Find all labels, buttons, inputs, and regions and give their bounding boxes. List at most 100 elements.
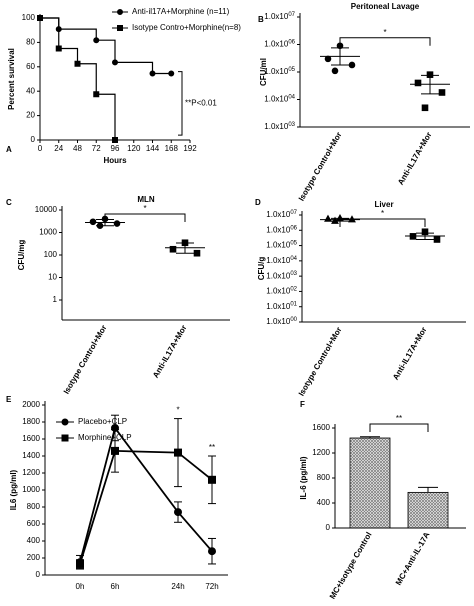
y-tick-label: 1200 [312, 448, 330, 457]
y-tick-label: 0 [36, 570, 41, 579]
y-tick-label: 400 [317, 498, 331, 507]
significance-label: * [383, 28, 386, 37]
x-tick-label: 24h [171, 582, 184, 591]
significance-bracket [339, 218, 426, 227]
x-tick-label: Anti-IL17A+Mor [391, 326, 428, 382]
legend-marker [117, 9, 123, 15]
survival-point [74, 60, 81, 67]
x-tick-label: 120 [127, 144, 141, 153]
y-tick-label: 60 [26, 62, 35, 71]
x-tick-label: Isotype Control+Mor [297, 326, 344, 398]
y-tick-label: 40 [26, 86, 35, 95]
significance-label: * [381, 209, 384, 218]
significance-bracket [104, 213, 186, 222]
series-point [174, 508, 182, 517]
y-tick-label: 2000 [22, 400, 40, 409]
x-axis-label: Hours [103, 156, 127, 165]
y-tick-label: 1800 [22, 417, 40, 426]
y-tick-label: 1000 [39, 228, 57, 237]
y-axis-label: CFU/g [257, 257, 266, 281]
x-tick-label: 72h [205, 582, 218, 591]
data-point [421, 104, 429, 112]
chart-title: Liver [374, 200, 393, 209]
y-tick-label: 100 [44, 250, 58, 259]
legend-label: Isotype Contro+Morphine(n=8) [132, 23, 241, 32]
y-tick-label: 1.0x1003 [264, 122, 295, 132]
data-point [324, 214, 332, 222]
y-tick-label: 600 [27, 519, 41, 528]
bar [407, 491, 449, 529]
data-point [324, 55, 332, 63]
y-tick-label: 1600 [22, 434, 40, 443]
annotation: * [176, 406, 179, 415]
panel-label: B [258, 15, 264, 24]
y-axis-label: IL6 (pg/ml) [9, 469, 18, 510]
survival-point [112, 59, 118, 66]
survival-point [149, 70, 156, 77]
y-tick-label: 0 [31, 135, 36, 144]
survival-point [37, 15, 43, 21]
series-point [208, 547, 216, 556]
x-tick-label: 24 [54, 144, 63, 153]
series-point [208, 475, 216, 484]
y-tick-label: 1.0x1007 [264, 12, 295, 22]
y-tick-label: 10000 [35, 205, 58, 214]
data-point [348, 61, 356, 69]
x-tick-label: 192 [183, 144, 197, 153]
y-tick-label: 1.0x1007 [266, 210, 297, 220]
data-point [193, 249, 201, 257]
significance-bracket [339, 37, 431, 46]
significance-bracket [178, 71, 183, 136]
legend-marker [61, 434, 69, 442]
series-point [111, 446, 119, 455]
annotation: ** [209, 443, 215, 452]
data-point [89, 218, 97, 226]
y-tick-label: 1.0x1005 [266, 240, 297, 250]
survival-point [93, 91, 100, 98]
survival-line [40, 17, 116, 140]
y-tick-label: 800 [27, 502, 41, 511]
y-axis-label: Percent survival [7, 48, 16, 110]
series-point [76, 559, 84, 568]
data-point [169, 245, 177, 253]
series-line [79, 449, 213, 565]
y-axis-label: CFU/ml [259, 58, 268, 86]
y-tick-label: 1 [53, 295, 58, 304]
survival-point [93, 37, 100, 44]
x-tick-label: MC+Isotype Control [328, 531, 374, 601]
data-point [433, 236, 441, 243]
y-tick-label: 1.0x1003 [266, 271, 297, 281]
y-axis-label: CFU/mg [17, 240, 26, 271]
chart-title: MLN [137, 195, 155, 204]
y-tick-label: 10 [48, 273, 57, 282]
x-tick-label: 168 [165, 144, 179, 153]
panel-label: F [300, 400, 305, 409]
y-tick-label: 1.0x1006 [264, 39, 295, 49]
y-tick-label: 200 [27, 553, 41, 562]
survival-point [168, 70, 175, 77]
y-tick-label: 400 [27, 536, 41, 545]
y-tick-label: 1.0x1005 [264, 67, 295, 77]
data-point [113, 220, 121, 227]
legend-label: Morphine+CLP [78, 433, 132, 442]
x-tick-label: MC+Anti-IL-17A [394, 530, 432, 586]
annotation: **P<0.01 [185, 99, 217, 108]
survival-point [112, 137, 118, 143]
y-tick-label: 20 [26, 111, 35, 120]
x-tick-label: 0 [38, 144, 43, 153]
data-point [331, 67, 339, 75]
x-tick-label: 0h [76, 582, 85, 591]
y-tick-label: 800 [317, 473, 331, 482]
y-tick-label: 1.0x1002 [266, 286, 297, 296]
x-tick-label: Isotype Control+Mor [297, 131, 344, 203]
y-tick-label: 1.0x1001 [266, 301, 297, 311]
legend-marker [117, 25, 123, 31]
y-tick-label: 0 [326, 523, 331, 532]
x-tick-label: Anti-IL17A+Mor [396, 131, 433, 187]
panel-label: D [255, 198, 261, 207]
significance-bracket [369, 423, 429, 432]
significance-label: ** [396, 414, 402, 423]
y-tick-label: 1.0x1000 [266, 317, 297, 327]
x-tick-label: 72 [92, 144, 101, 153]
